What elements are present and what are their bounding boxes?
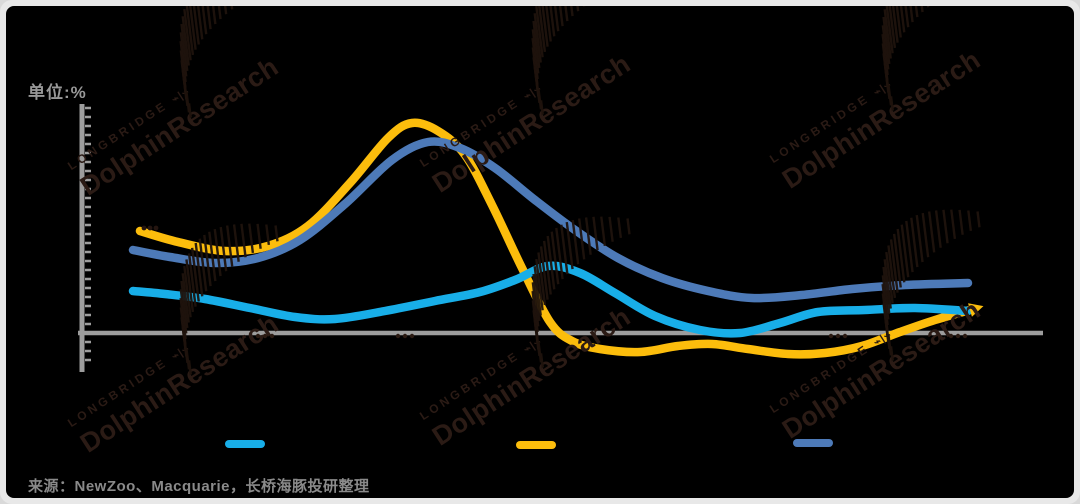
- series-line-yellow: [135, 118, 975, 359]
- legend-swatch-yellow: [516, 441, 556, 449]
- source-text: 来源：NewZoo、Macquarie，长桥海豚投研整理: [28, 478, 370, 495]
- chart-legend: [6, 439, 1074, 460]
- legend-item-yellow: [516, 441, 566, 449]
- legend-swatch-steel-blue: [793, 439, 833, 447]
- legend-item-steel-blue: [793, 439, 843, 447]
- legend-swatch-light-blue: [225, 440, 265, 448]
- chart-canvas: 单位:% 来源：NewZoo、Macquarie，长桥海豚投研整理 LONGBR…: [6, 6, 1074, 498]
- series-line-steel-blue: [128, 137, 973, 303]
- yellow-line-arrow-tip: [968, 303, 984, 317]
- line-chart-plot: [78, 104, 1043, 372]
- legend-item-light-blue: [225, 440, 275, 448]
- y-axis-unit-label: 单位:%: [28, 83, 87, 102]
